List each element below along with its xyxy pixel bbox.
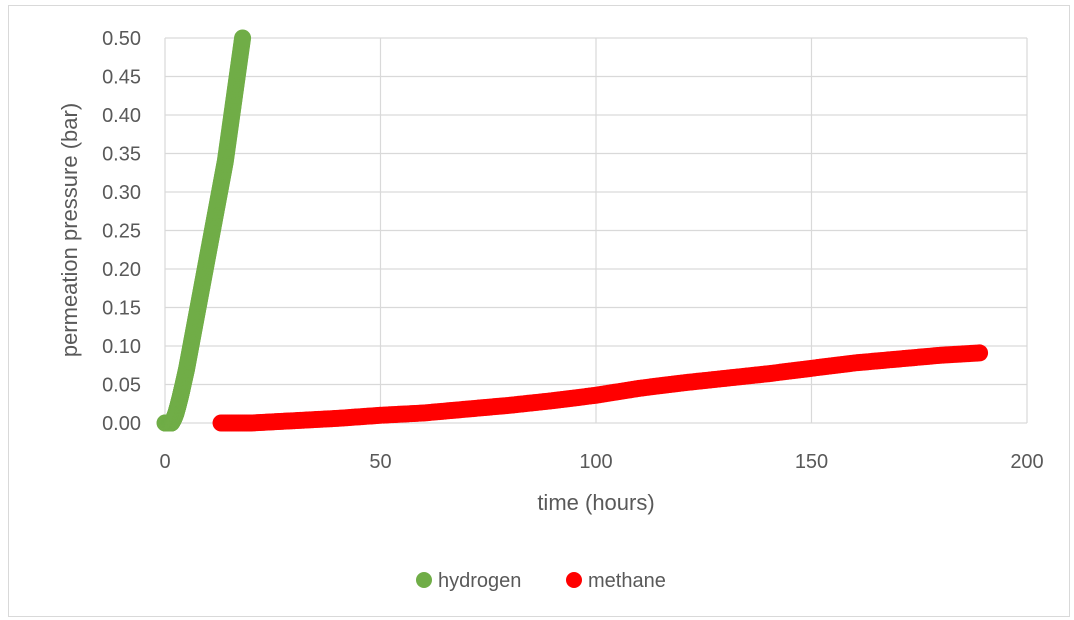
y-tick-label: 0.00 [102, 413, 141, 435]
x-tick-label: 200 [1010, 451, 1043, 473]
x-tick-label: 50 [369, 451, 391, 473]
y-tick-label: 0.25 [102, 221, 141, 243]
x-tick-label: 0 [159, 451, 170, 473]
y-tick-label: 0.20 [102, 259, 141, 281]
y-tick-label: 0.45 [102, 67, 141, 89]
chart-area [8, 5, 1070, 617]
y-tick-label: 0.40 [102, 105, 141, 127]
y-tick-label: 0.30 [102, 182, 141, 204]
legend: hydrogen methane [416, 570, 666, 592]
series-hydrogen [156, 29, 252, 432]
data-point-methane [971, 344, 989, 362]
y-tick-label: 0.10 [102, 336, 141, 358]
x-tick-labels: 0 50 100 150 200 [159, 451, 1043, 473]
legend-marker-methane [566, 572, 582, 588]
y-tick-label: 0.35 [102, 144, 141, 166]
data-point-hydrogen [234, 29, 252, 47]
x-tick-label: 150 [795, 451, 828, 473]
x-tick-label: 100 [579, 451, 612, 473]
legend-label-hydrogen: hydrogen [438, 570, 521, 592]
y-tick-labels: 0.00 0.05 0.10 0.15 0.20 0.25 0.30 0.35 0.40 0.45… [102, 28, 141, 435]
y-tick-label: 0.05 [102, 375, 141, 397]
plot-series [156, 29, 989, 432]
y-tick-label: 0.50 [102, 28, 141, 50]
legend-label-methane: methane [588, 570, 666, 592]
y-axis-title: permeation pressure (bar) [57, 103, 82, 357]
legend-marker-hydrogen [416, 572, 432, 588]
gridlines [164, 37, 1028, 424]
y-tick-label: 0.15 [102, 298, 141, 320]
x-axis-title: time (hours) [537, 490, 654, 515]
series-methane [212, 344, 989, 432]
